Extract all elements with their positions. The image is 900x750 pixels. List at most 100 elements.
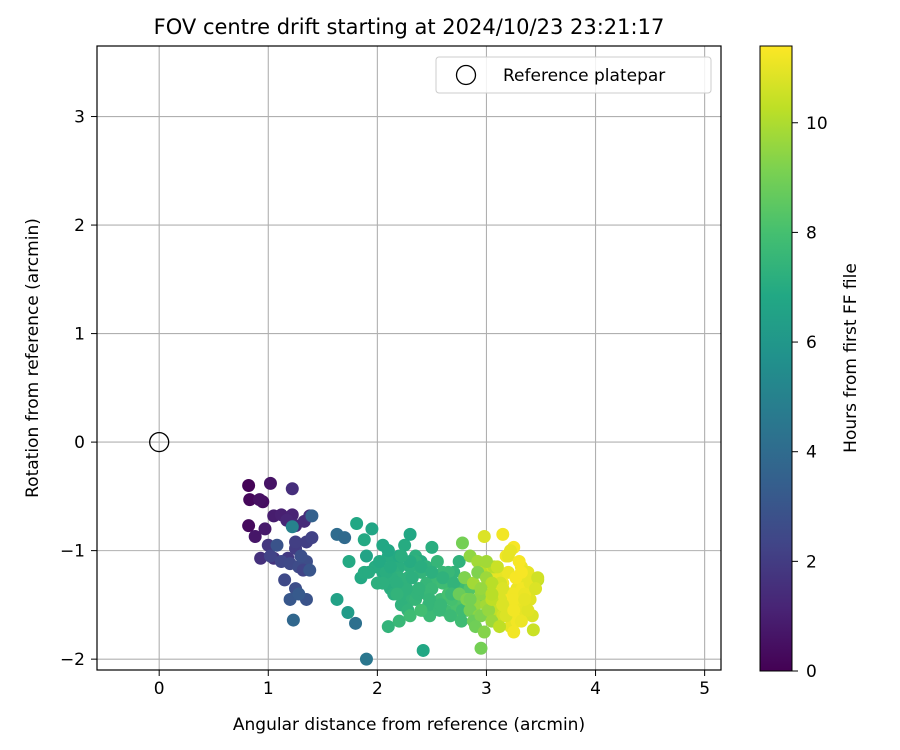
data-point (359, 549, 373, 563)
colorbar: 0 2 4 6 8 10 Hours from first FF file (759, 45, 861, 682)
data-point (365, 522, 379, 536)
legend-box (435, 56, 712, 94)
data-point (330, 592, 344, 606)
data-point (242, 479, 256, 493)
data-point (416, 643, 430, 657)
data-point (305, 531, 319, 545)
data-point (447, 576, 461, 590)
data-point (376, 576, 390, 590)
data-point (503, 544, 517, 558)
data-point (412, 582, 426, 596)
data-point (518, 592, 532, 606)
y-tick-label: −2 (60, 650, 85, 670)
y-axis-label: Rotation from reference (arcmin) (23, 218, 43, 498)
data-point (398, 538, 412, 552)
data-point (496, 598, 510, 612)
data-point (485, 576, 499, 590)
data-point (482, 603, 496, 617)
data-point (403, 527, 417, 541)
data-point (423, 592, 437, 606)
data-point (514, 614, 528, 628)
x-tick-label: 2 (372, 679, 383, 699)
data-point (405, 571, 419, 585)
data-point (349, 616, 363, 630)
data-point (507, 603, 521, 617)
data-point (342, 554, 356, 568)
x-axis-ticks: 0 1 2 3 4 5 (154, 670, 710, 699)
y-tick-label: 2 (74, 216, 85, 236)
data-point (455, 536, 469, 550)
colorbar-label: Hours from first FF file (841, 263, 861, 453)
data-point (381, 620, 395, 634)
data-point (381, 544, 395, 558)
data-point (452, 554, 466, 568)
data-point (248, 530, 262, 544)
data-point (392, 614, 406, 628)
colorbar-tick-label: 0 (806, 662, 817, 682)
data-point (454, 614, 468, 628)
data-point (526, 623, 540, 637)
data-point (436, 571, 450, 585)
data-point (263, 476, 277, 490)
data-point (443, 609, 457, 623)
colorbar-tick-label: 4 (806, 443, 817, 463)
data-point (496, 582, 510, 596)
data-point (394, 549, 408, 563)
data-point (373, 554, 387, 568)
x-tick-label: 3 (481, 679, 492, 699)
y-tick-label: 0 (74, 433, 85, 453)
data-point (403, 609, 417, 623)
data-point (485, 587, 499, 601)
colorbar-tick-label: 6 (806, 333, 817, 353)
data-point (474, 582, 488, 596)
x-tick-label: 0 (154, 679, 165, 699)
data-point (341, 605, 355, 619)
data-point (512, 554, 526, 568)
data-point (463, 592, 477, 606)
data-point (507, 625, 521, 639)
colorbar-tick-label: 8 (806, 223, 817, 243)
data-point (434, 598, 448, 612)
chart-title: FOV centre drift starting at 2024/10/23 … (154, 15, 665, 39)
y-tick-label: −1 (60, 542, 85, 562)
data-point (254, 551, 268, 565)
x-tick-label: 4 (590, 679, 601, 699)
colorbar-ticks: 0 2 4 6 8 10 (792, 114, 828, 682)
data-point (414, 603, 428, 617)
legend-marker-circle-icon (455, 64, 477, 86)
data-point (507, 592, 521, 606)
data-point (303, 563, 317, 577)
data-point (286, 613, 300, 627)
data-point (289, 535, 303, 549)
data-point (477, 625, 491, 639)
legend-label: Reference platepar (503, 66, 665, 86)
data-point (350, 516, 364, 530)
colorbar-tick-label: 10 (806, 114, 828, 134)
data-point (362, 565, 376, 579)
data-point (477, 530, 491, 544)
data-points (242, 476, 545, 666)
data-point (294, 549, 308, 563)
data-point (425, 565, 439, 579)
data-point (425, 540, 439, 554)
data-point (278, 573, 292, 587)
colorbar-tick-label: 2 (806, 552, 817, 572)
y-axis-ticks: −2 −1 0 1 2 3 (60, 108, 97, 670)
data-point (285, 482, 299, 496)
plot-frame (96, 45, 722, 671)
y-tick-label: 3 (74, 108, 85, 128)
data-point (493, 620, 507, 634)
reference-platepar-marker (149, 431, 170, 453)
data-point (258, 522, 272, 536)
data-point (357, 533, 371, 547)
data-point (479, 554, 493, 568)
data-point (243, 493, 257, 507)
data-point (383, 560, 397, 574)
data-point (474, 641, 488, 655)
grid-lines (97, 46, 721, 670)
data-point (414, 560, 428, 574)
reference-marker (149, 431, 170, 453)
data-point (390, 576, 404, 590)
data-point (253, 493, 267, 507)
